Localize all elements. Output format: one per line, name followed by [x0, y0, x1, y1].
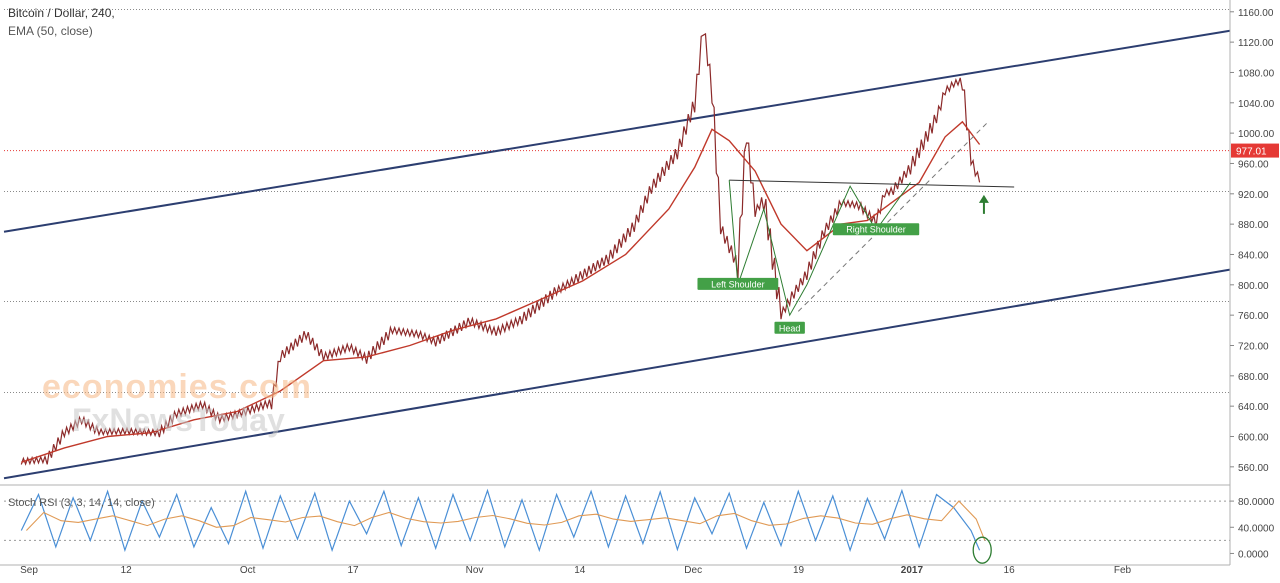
time-tick-label: Oct [240, 565, 256, 576]
time-tick-label: Nov [466, 565, 484, 576]
price-tick-label: 760.00 [1238, 311, 1269, 322]
pattern-label-bg [697, 277, 779, 290]
time-tick-label: 12 [121, 565, 133, 576]
price-tick-label: 880.00 [1238, 220, 1269, 231]
up-arrow-head [978, 194, 989, 203]
price-tick-label: 600.00 [1238, 432, 1269, 443]
price-tick-label: 1160.00 [1238, 8, 1274, 19]
pattern-label: Right Shoulder [846, 225, 906, 235]
time-tick-label: Dec [684, 565, 702, 576]
price-tick-label: 800.00 [1238, 281, 1269, 292]
time-tick-label: Feb [1114, 565, 1132, 576]
price-tick-label: 960.00 [1238, 159, 1269, 170]
price-tick-label: 920.00 [1238, 190, 1269, 201]
price-tick-label: 1000.00 [1238, 129, 1275, 140]
time-tick-label: 19 [793, 565, 805, 576]
time-tick-label: 14 [574, 565, 586, 576]
time-tick-label: 17 [347, 565, 359, 576]
price-tick-label: 1080.00 [1238, 68, 1275, 79]
price-pane: Left Shoulder Head Right Shoulder [3, 29, 1231, 480]
chart-title: Bitcoin / Dollar, 240, [8, 6, 115, 20]
price-tick-label: 680.00 [1238, 372, 1269, 383]
channel-lower-line [3, 268, 1231, 480]
time-tick-label: 16 [1004, 565, 1016, 576]
price-tick-label: 640.00 [1238, 402, 1269, 413]
stoch-k-line [20, 488, 981, 553]
grid-layer [4, 9, 1230, 394]
current-price-tag [1231, 143, 1279, 158]
price-tick-label: 1120.00 [1238, 38, 1274, 49]
neckline [729, 179, 1015, 188]
time-tick-label: Sep [20, 565, 38, 576]
price-tick-label: 560.00 [1238, 463, 1269, 474]
pattern-label-bg [832, 223, 920, 236]
pattern-label: Left Shoulder [711, 279, 765, 289]
stoch-tick-label: 80.0000 [1238, 497, 1275, 508]
ema-50-line [21, 120, 981, 463]
watermark-subtext: FxNewsToday [72, 402, 285, 438]
price-tick-label: 720.00 [1238, 341, 1269, 352]
oversold-highlight-circle [972, 536, 992, 564]
stoch-tick-label: 0.0000 [1238, 549, 1269, 560]
stoch-tick-label: 40.0000 [1238, 523, 1275, 534]
pattern-label-bg [774, 321, 805, 334]
indicator-label: EMA (50, close) [8, 24, 93, 38]
stoch-d-line [26, 500, 986, 541]
price-candles-series [20, 32, 981, 466]
channel-upper-line [3, 29, 1231, 233]
watermark-logo-text: economies.com [42, 368, 312, 406]
pattern-label: Head [779, 323, 801, 333]
oscillator-label: Stoch RSI (3, 3, 14, 14, close) [8, 497, 155, 509]
head-shoulders-outline [728, 180, 911, 317]
time-tick-label: 2017 [901, 565, 924, 576]
price-tick-label: 1040.00 [1238, 99, 1275, 110]
price-tick-label: 840.00 [1238, 250, 1269, 261]
current-price-text: 977.01 [1236, 147, 1267, 158]
stoch-rsi-pane [4, 488, 1230, 564]
